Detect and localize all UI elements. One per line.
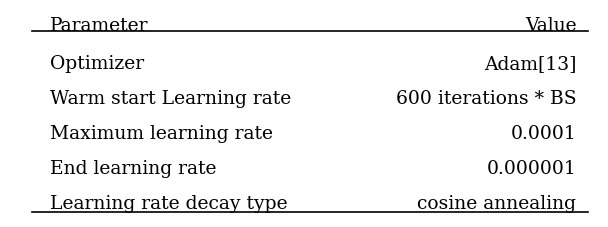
Text: Parameter: Parameter	[50, 17, 148, 35]
Text: Learning rate decay type: Learning rate decay type	[50, 194, 288, 212]
Text: Optimizer: Optimizer	[50, 55, 144, 73]
Text: End learning rate: End learning rate	[50, 160, 216, 177]
Text: Adam[13]: Adam[13]	[484, 55, 576, 73]
Text: Value: Value	[525, 17, 576, 35]
Text: 0.000001: 0.000001	[486, 160, 576, 177]
Text: cosine annealing: cosine annealing	[417, 194, 576, 212]
Text: Warm start Learning rate: Warm start Learning rate	[50, 90, 291, 108]
Text: 600 iterations * BS: 600 iterations * BS	[396, 90, 576, 108]
Text: Maximum learning rate: Maximum learning rate	[50, 125, 273, 143]
Text: 0.0001: 0.0001	[511, 125, 576, 143]
